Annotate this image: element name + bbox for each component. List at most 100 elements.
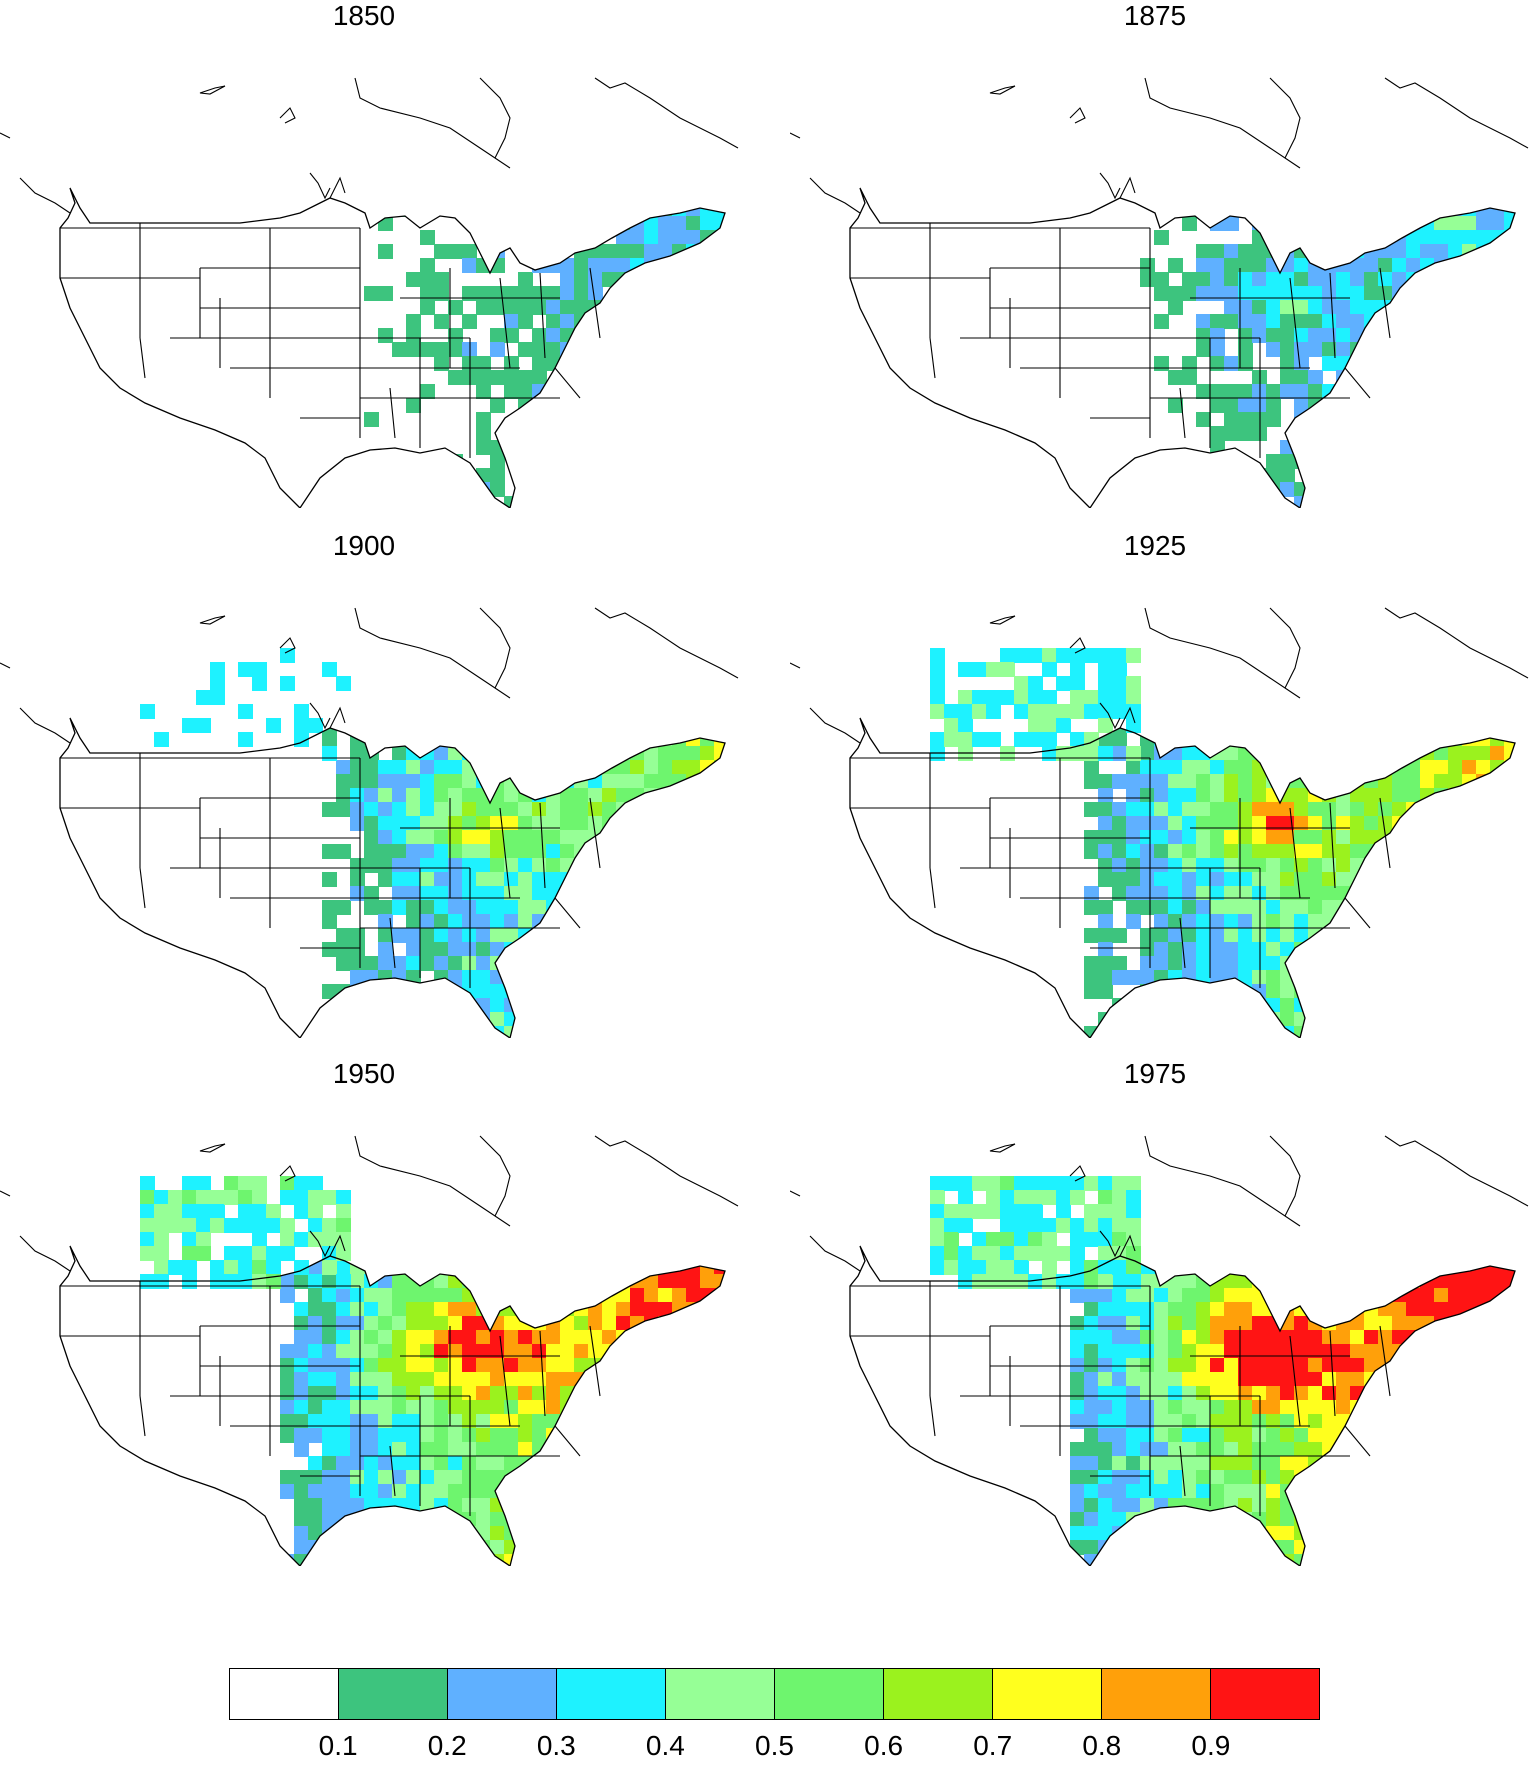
boundary-line: [1179, 917, 1186, 969]
boundary-line: [1384, 607, 1529, 679]
boundary-line: [539, 1330, 546, 1417]
boundary-line: [139, 337, 146, 379]
boundary-line: [594, 1135, 739, 1207]
boundary-line: [1144, 1135, 1301, 1227]
boundary-line: [1289, 1335, 1301, 1427]
us-map: [790, 1096, 1530, 1566]
legend-swatch: [883, 1669, 992, 1719]
legend-tick-label: 0.1: [318, 1730, 358, 1761]
coastline: [849, 187, 1516, 508]
boundary-line: [199, 615, 226, 625]
map-panel-1925: 1925: [790, 530, 1530, 1050]
boundary-line: [0, 662, 11, 669]
boundary-line: [389, 1445, 396, 1497]
boundary-line: [1119, 1234, 1136, 1257]
boundary-line: [1379, 797, 1391, 869]
boundary-line: [1384, 1135, 1529, 1207]
coastline: [849, 1245, 1516, 1566]
boundary-line: [329, 176, 346, 199]
boundary-line: [1144, 77, 1301, 169]
legend-tick-label: 0.3: [536, 1730, 576, 1761]
boundary-line: [929, 867, 936, 909]
legend-tick-label: 0.2: [427, 1730, 467, 1761]
legend-swatch: [230, 1669, 338, 1719]
boundary-line: [19, 707, 71, 744]
boundary-line: [1329, 1330, 1336, 1417]
boundary-line: [1344, 1425, 1371, 1457]
map-panel-1975: 1975: [790, 1058, 1530, 1578]
boundary-line: [1069, 1165, 1086, 1182]
boundary-line: [329, 1234, 346, 1257]
boundary-line: [989, 615, 1016, 625]
boundary-line: [309, 172, 331, 200]
boundary-line: [1119, 176, 1136, 199]
boundary-line: [1069, 107, 1086, 124]
canada-field: [140, 1176, 351, 1289]
legend-tick-label: 0.6: [864, 1730, 904, 1761]
boundary-line: [989, 1143, 1016, 1153]
canada-field: [140, 648, 351, 761]
legend-tick-label: 0.8: [1082, 1730, 1122, 1761]
boundary-line: [329, 706, 346, 729]
legend-tick-label: 0.4: [645, 1730, 685, 1761]
boundary-line: [499, 1335, 511, 1427]
boundary-line: [389, 917, 396, 969]
boundary-line: [0, 132, 11, 139]
boundary-line: [279, 637, 296, 654]
legend-swatch: [1101, 1669, 1210, 1719]
boundary-line: [1144, 607, 1301, 699]
color-legend: 0.1 0.2 0.3 0.4 0.5 0.6 0.7 0.8 0.9: [229, 1668, 1320, 1761]
density-field: [1084, 718, 1515, 1038]
boundary-line: [790, 1190, 801, 1197]
boundary-line: [1344, 367, 1371, 399]
map-panel-1950: 1950: [0, 1058, 740, 1578]
boundary-line: [1269, 607, 1301, 689]
boundary-line: [479, 77, 511, 159]
legend-bar: [229, 1668, 1320, 1720]
panel-title: 1875: [1123, 0, 1187, 31]
boundary-line: [279, 1165, 296, 1182]
legend-tick-label: 0.5: [755, 1730, 794, 1761]
map-panel-1900: 1900: [0, 530, 740, 1050]
panel-title: 1850: [332, 0, 396, 31]
map-panel-1850: 1850: [0, 0, 740, 520]
legend-swatch: [447, 1669, 556, 1719]
us-map: [0, 1096, 740, 1566]
coastline: [59, 717, 726, 1038]
boundary-line: [1099, 702, 1121, 730]
boundary-line: [1379, 267, 1391, 339]
panel-title: 1925: [1123, 530, 1187, 561]
canada-field: [930, 1176, 1141, 1289]
boundary-line: [1099, 1230, 1121, 1258]
coastline: [59, 187, 726, 508]
boundary-line: [279, 107, 296, 124]
canada-field: [930, 648, 1141, 761]
boundary-line: [1179, 387, 1186, 439]
boundary-line: [309, 1230, 331, 1258]
boundary-line: [1289, 277, 1301, 369]
boundary-line: [989, 85, 1016, 95]
boundary-line: [1269, 77, 1301, 159]
boundary-line: [594, 77, 739, 149]
boundary-line: [19, 1235, 71, 1272]
density-field: [1140, 188, 1515, 508]
boundary-line: [809, 707, 861, 744]
boundary-line: [199, 85, 226, 95]
legend-tick-label: 0.9: [1191, 1730, 1231, 1761]
panel-title: 1950: [332, 1058, 396, 1089]
density-field: [1070, 1246, 1515, 1566]
legend-swatch: [992, 1669, 1101, 1719]
boundary-line: [1069, 637, 1086, 654]
density-field: [280, 1246, 725, 1566]
boundary-line: [809, 177, 861, 214]
legend-swatch: [665, 1669, 774, 1719]
boundary-line: [354, 77, 511, 169]
boundary-line: [790, 662, 801, 669]
boundary-line: [1329, 272, 1336, 359]
boundary-line: [1384, 77, 1529, 149]
boundary-line: [539, 802, 546, 889]
boundary-line: [589, 267, 601, 339]
boundary-line: [790, 132, 801, 139]
boundary-line: [589, 1325, 601, 1397]
map-panel-1875: 1875: [790, 0, 1530, 520]
